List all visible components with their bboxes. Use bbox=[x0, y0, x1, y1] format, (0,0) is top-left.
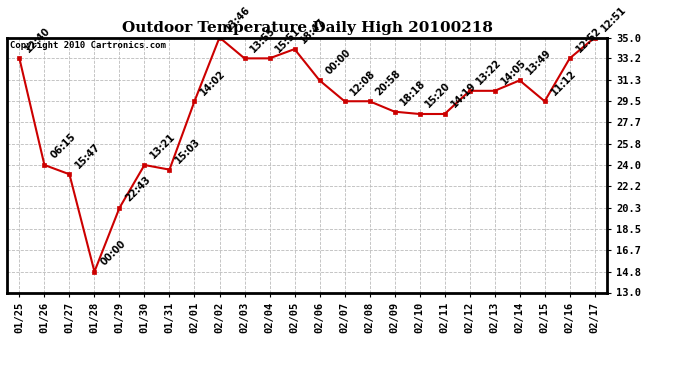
Text: 00:00: 00:00 bbox=[324, 47, 353, 76]
Text: 11:12: 11:12 bbox=[549, 68, 578, 97]
Text: 15:20: 15:20 bbox=[424, 81, 453, 110]
Text: 22:43: 22:43 bbox=[124, 175, 152, 204]
Text: 14:02: 14:02 bbox=[199, 68, 228, 97]
Text: 12:51: 12:51 bbox=[599, 4, 628, 33]
Text: 15:03: 15:03 bbox=[174, 136, 203, 165]
Title: Outdoor Temperature Daily High 20100218: Outdoor Temperature Daily High 20100218 bbox=[121, 21, 493, 35]
Text: 20:58: 20:58 bbox=[374, 68, 403, 97]
Text: 06:15: 06:15 bbox=[48, 132, 77, 161]
Text: 13:46: 13:46 bbox=[224, 4, 253, 33]
Text: 14:05: 14:05 bbox=[499, 58, 528, 87]
Text: 14:19: 14:19 bbox=[448, 81, 477, 110]
Text: 12:08: 12:08 bbox=[348, 68, 378, 97]
Text: Copyright 2010 Cartronics.com: Copyright 2010 Cartronics.com bbox=[10, 41, 166, 50]
Text: 13:21: 13:21 bbox=[148, 132, 177, 161]
Text: 12:52: 12:52 bbox=[574, 25, 603, 54]
Text: 12:40: 12:40 bbox=[23, 25, 52, 54]
Text: 15:51: 15:51 bbox=[274, 25, 303, 54]
Text: 18:47: 18:47 bbox=[299, 16, 328, 45]
Text: 18:18: 18:18 bbox=[399, 78, 428, 108]
Text: 13:49: 13:49 bbox=[524, 47, 553, 76]
Text: 00:00: 00:00 bbox=[99, 238, 128, 267]
Text: 13:22: 13:22 bbox=[474, 58, 503, 87]
Text: 15:47: 15:47 bbox=[74, 141, 103, 170]
Text: 13:55: 13:55 bbox=[248, 25, 277, 54]
